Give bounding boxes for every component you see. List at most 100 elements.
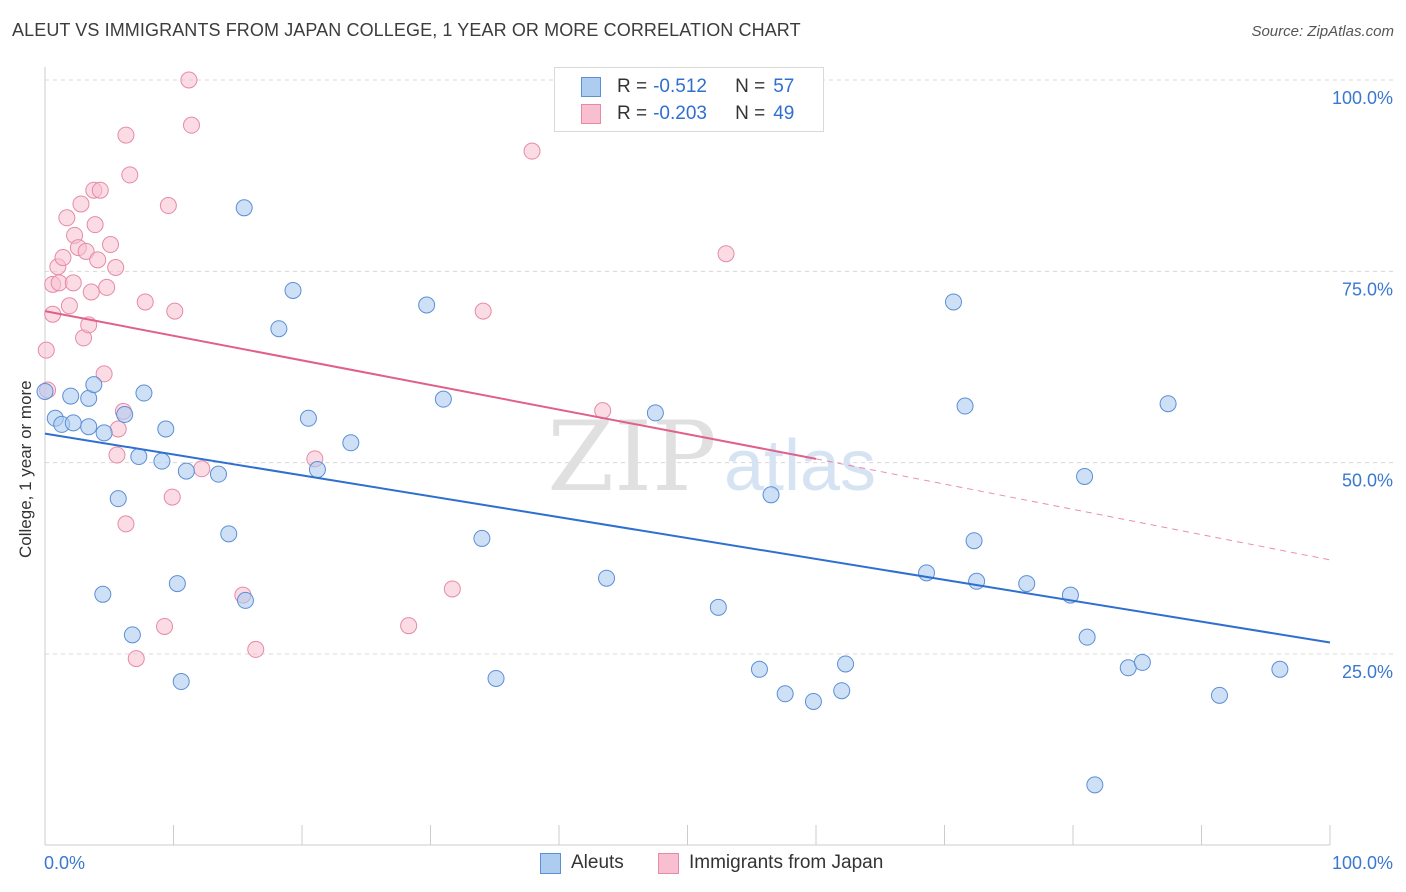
aleut-point xyxy=(1076,467,1094,485)
aleut-point xyxy=(1018,575,1036,593)
japan-point xyxy=(108,446,126,464)
japan-point xyxy=(400,617,418,635)
aleut-point xyxy=(235,199,253,217)
aleut-point xyxy=(284,281,302,299)
aleut-point xyxy=(62,387,80,405)
tick-labels: 100.0% 75.0% 50.0% 25.0% 0.0% 100.0% xyxy=(44,88,1393,873)
aleut-point xyxy=(94,585,112,603)
aleut-point xyxy=(709,598,727,616)
japan-point xyxy=(60,297,78,315)
x-tick-label: 0.0% xyxy=(44,853,85,873)
aleut-point xyxy=(1086,776,1104,794)
aleut-point xyxy=(1271,660,1289,678)
aleut-point xyxy=(944,293,962,311)
japan-point xyxy=(95,365,113,383)
japan-point xyxy=(117,126,135,144)
aleut-point xyxy=(80,418,98,436)
japan-point xyxy=(72,195,90,213)
aleut-point xyxy=(123,626,141,644)
aleut-point xyxy=(418,296,436,314)
aleut-point xyxy=(209,465,227,483)
japan-point xyxy=(37,341,55,359)
aleut-point xyxy=(833,682,851,700)
aleut-point xyxy=(956,397,974,415)
aleut-point xyxy=(36,382,54,400)
aleut-point xyxy=(220,525,238,543)
japan-point xyxy=(193,460,211,478)
aleut-point xyxy=(1119,659,1137,677)
japan-point xyxy=(523,142,541,160)
aleut-point xyxy=(308,461,326,479)
japan-point xyxy=(474,302,492,320)
aleut-point xyxy=(116,405,134,423)
aleut-point xyxy=(473,529,491,547)
y-axis-label: College, 1 year or more xyxy=(16,380,35,558)
japan-point xyxy=(77,242,95,260)
aleut-point xyxy=(1133,653,1151,671)
watermark: ZIP atlas xyxy=(547,401,876,513)
aleut-points xyxy=(36,199,1289,794)
aleut-point xyxy=(236,591,254,609)
japan-point xyxy=(182,116,200,134)
aleut-point xyxy=(487,669,505,687)
y-tick-label: 25.0% xyxy=(1342,662,1393,682)
legend-r-label: R = xyxy=(617,76,648,97)
japan-points xyxy=(37,71,735,668)
watermark-zip: ZIP xyxy=(547,401,716,513)
japan-point xyxy=(89,251,107,269)
japan-point xyxy=(107,259,125,277)
japan-point xyxy=(247,640,265,658)
japan-point xyxy=(64,274,82,292)
japan-legend-swatch xyxy=(658,852,679,874)
japan-point xyxy=(127,650,145,668)
y-tick-label: 75.0% xyxy=(1342,279,1393,299)
aleut-point xyxy=(1210,686,1228,704)
japan-point xyxy=(86,216,104,234)
source-label: Source: ZipAtlas.com xyxy=(1251,23,1394,40)
aleut-point xyxy=(135,384,153,402)
japan-point xyxy=(109,420,127,438)
aleut-point xyxy=(177,462,195,480)
aleut-point xyxy=(762,486,780,504)
bottom-legend-aleuts: Aleuts xyxy=(540,852,624,874)
japan-point xyxy=(717,245,735,263)
aleut-point xyxy=(776,685,794,703)
aleut-point xyxy=(85,376,103,394)
correlation-legend: R = -0.512 N = 57 R = -0.203 N = 49 xyxy=(554,67,824,132)
japan-point xyxy=(98,278,116,296)
aleut-trend-line xyxy=(44,432,1331,644)
aleut-point xyxy=(598,569,616,587)
aleut-point xyxy=(1078,628,1096,646)
japan-trend-line xyxy=(44,310,817,460)
japan-point xyxy=(117,515,135,533)
aleut-point xyxy=(157,420,175,438)
aleut-point xyxy=(804,692,822,710)
aleuts-legend-swatch xyxy=(540,852,561,874)
trend-lines xyxy=(44,310,1331,644)
legend-row-aleut: R = -0.512 N = 57 xyxy=(581,73,794,101)
legend-r-value: -0.512 xyxy=(653,76,707,97)
japan-point xyxy=(156,617,174,635)
aleut-point xyxy=(270,320,288,338)
japan-point xyxy=(91,181,109,199)
aleut-point xyxy=(64,414,82,432)
japan-legend-label: Immigrants from Japan xyxy=(689,852,884,873)
legend-r-label: R = xyxy=(617,103,648,124)
japan-point xyxy=(163,488,181,506)
legend-n-label: N = xyxy=(735,103,766,124)
aleut-point xyxy=(342,434,360,452)
aleut-point xyxy=(130,448,148,466)
aleut-point xyxy=(153,452,171,470)
aleuts-legend-label: Aleuts xyxy=(571,852,624,873)
aleut-point xyxy=(434,390,452,408)
japan-trend-extension xyxy=(815,458,1331,561)
aleut-swatch xyxy=(581,77,601,97)
bottom-legend-japan: Immigrants from Japan xyxy=(658,852,883,874)
japan-point xyxy=(443,580,461,598)
japan-point xyxy=(82,283,100,301)
japan-point xyxy=(159,197,177,215)
legend-n-value: 49 xyxy=(773,103,795,124)
aleut-point xyxy=(299,409,317,427)
aleut-point xyxy=(646,404,664,422)
